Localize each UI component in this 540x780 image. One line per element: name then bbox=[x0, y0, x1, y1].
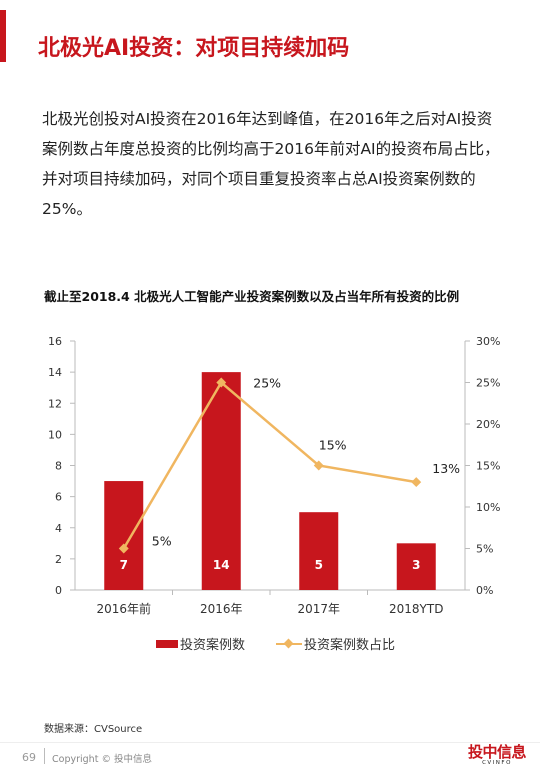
y-left-tick-label: 2 bbox=[55, 553, 62, 566]
y-left-tick-label: 16 bbox=[48, 335, 62, 348]
footer-separator bbox=[44, 748, 45, 764]
y-left-tick-label: 4 bbox=[55, 522, 62, 535]
title-accent-bar bbox=[0, 10, 6, 62]
y-left-tick-label: 0 bbox=[55, 584, 62, 597]
legend-item-line: 投资案例数占比 bbox=[276, 634, 395, 653]
company-logo: 投中信息 CVINFO bbox=[467, 743, 527, 767]
y-right-tick-label: 0% bbox=[476, 584, 493, 597]
y-left-tick-label: 6 bbox=[55, 491, 62, 504]
footer-divider bbox=[0, 742, 540, 743]
logo-text: 投中信息 bbox=[467, 743, 527, 761]
legend-item-bar: 投资案例数 bbox=[156, 634, 245, 653]
y-left-tick-label: 14 bbox=[48, 366, 62, 379]
line-point bbox=[118, 543, 129, 554]
line-value-label: 15% bbox=[319, 438, 347, 453]
y-left-tick-label: 10 bbox=[48, 428, 62, 441]
y-right-tick-label: 15% bbox=[476, 460, 500, 473]
chart-title: 截止至2018.4 北极光人工智能产业投资案例数以及占当年所有投资的比例 bbox=[44, 289, 460, 304]
copyright-text: Copyright © 投中信息 bbox=[52, 754, 152, 765]
data-source: 数据来源：CVSource bbox=[44, 724, 143, 735]
bar-value-label: 14 bbox=[213, 558, 230, 572]
line-point bbox=[411, 477, 422, 488]
line-series bbox=[122, 380, 417, 550]
bar-value-label: 3 bbox=[412, 558, 420, 572]
chart-legend: 投资案例数 投资案例数占比 bbox=[0, 634, 540, 654]
y-left-tick-label: 12 bbox=[48, 397, 62, 410]
line-value-label: 25% bbox=[253, 376, 281, 391]
x-tick-label: 2016年前 bbox=[96, 601, 151, 616]
bar bbox=[201, 372, 241, 590]
line-value-label: 13% bbox=[432, 461, 460, 476]
x-tick-label: 2018YTD bbox=[389, 602, 443, 616]
y-right-tick-label: 25% bbox=[476, 377, 500, 390]
legend-line-label: 投资案例数占比 bbox=[304, 638, 396, 653]
bar bbox=[104, 481, 144, 590]
body-paragraph: 北极光创投对AI投资在2016年达到峰值，在2016年之后对AI投资案例数占年度… bbox=[42, 110, 500, 218]
page-title: 北极光AI投资：对项目持续加码 bbox=[38, 36, 350, 61]
y-right-tick-label: 20% bbox=[476, 418, 500, 431]
y-left-tick-label: 8 bbox=[55, 460, 62, 473]
logo-subtext: CVINFO bbox=[482, 760, 512, 766]
bar-value-label: 5 bbox=[315, 558, 323, 572]
x-tick-label: 2017年 bbox=[297, 602, 340, 616]
legend-bar-label: 投资案例数 bbox=[180, 638, 246, 653]
bar bbox=[396, 543, 436, 590]
line-value-label: 5% bbox=[152, 534, 172, 549]
legend-line-swatch bbox=[276, 638, 302, 650]
y-right-tick-label: 5% bbox=[476, 543, 493, 556]
y-right-tick-label: 10% bbox=[476, 501, 500, 514]
combo-chart: 0 2 4 6 8 10 12 14 16 0% 5% 10% 15% 20% 25% 30% 2016年前 20… bbox=[48, 335, 500, 616]
bar bbox=[299, 512, 339, 590]
page-number: 69 bbox=[22, 751, 36, 764]
bar-value-label: 7 bbox=[120, 558, 128, 572]
y-right-tick-label: 30% bbox=[476, 335, 500, 348]
legend-bar-swatch bbox=[156, 639, 178, 648]
x-tick-label: 2016年 bbox=[200, 602, 243, 616]
